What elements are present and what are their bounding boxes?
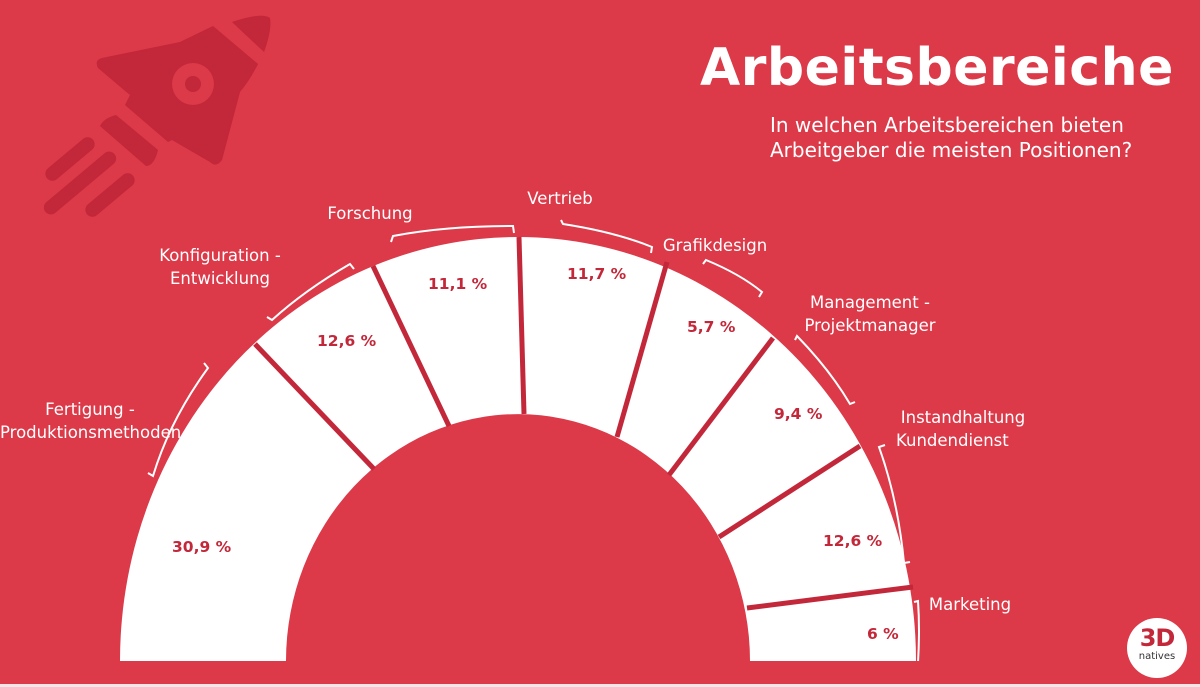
bottom-border — [0, 684, 1200, 687]
value-forschung: 11,1 % — [428, 275, 488, 293]
3dnatives-logo: 3D natives — [1127, 618, 1187, 678]
label-management: Management - Projektmanager — [795, 291, 945, 337]
value-grafikdesign: 5,7 % — [687, 318, 736, 336]
value-management: 9,4 % — [774, 405, 823, 423]
label-forschung: Forschung — [310, 202, 430, 225]
label-vertrieb: Vertrieb — [510, 187, 610, 210]
label-line: Management - — [810, 293, 930, 312]
value-konfiguration: 12,6 % — [317, 332, 377, 350]
rocket-icon — [43, 15, 271, 217]
value-marketing: 6 % — [867, 625, 899, 643]
label-line: Produktionsmethoden — [0, 423, 182, 442]
label-instandhaltung: Instandhaltung Kundendienst — [888, 406, 1038, 452]
label-konfiguration: Konfiguration - Entwicklung — [150, 244, 290, 290]
label-line: Fertigung - — [45, 400, 135, 419]
subtitle-line-2: Arbeitgeber die meisten Positionen? — [770, 138, 1133, 162]
label-line: Konfiguration - — [159, 246, 281, 265]
label-line: Instandhaltung — [900, 408, 1026, 427]
page-title: Arbeitsbereiche — [700, 38, 1174, 98]
value-instandhaltung: 12,6 % — [823, 532, 883, 550]
label-line: Projektmanager — [804, 316, 936, 335]
label-line: Entwicklung — [169, 269, 271, 288]
label-line: Marketing — [928, 595, 1012, 614]
logo-text: natives — [1138, 651, 1176, 662]
logo-mark: 3D — [1139, 624, 1176, 652]
donut-ring — [120, 237, 916, 661]
subtitle-line-1: In welchen Arbeitsbereichen bieten — [770, 113, 1124, 137]
label-grafikdesign: Grafikdesign — [655, 234, 775, 257]
label-fertigung: Fertigung - Produktionsmethoden — [0, 398, 182, 444]
page-subtitle: In welchen Arbeitsbereichen bieten Arbei… — [660, 113, 1133, 163]
label-marketing: Marketing — [925, 593, 1015, 616]
label-line: Vertrieb — [527, 189, 593, 208]
label-line: Grafikdesign — [662, 236, 768, 255]
value-vertrieb: 11,7 % — [567, 265, 627, 283]
label-line: Kundendienst — [896, 431, 1009, 450]
label-brackets — [147, 219, 920, 663]
value-fertigung: 30,9 % — [172, 538, 232, 556]
label-line: Forschung — [327, 204, 413, 223]
segment-dividers — [253, 236, 914, 611]
